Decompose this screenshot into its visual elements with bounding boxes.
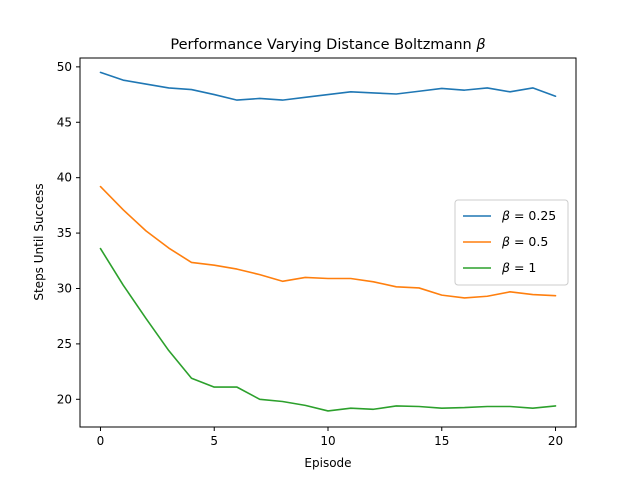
legend-label: β = 1	[501, 260, 536, 275]
chart-title: Performance Varying Distance Boltzmann β	[170, 37, 485, 53]
y-tick-label: 40	[57, 171, 72, 185]
x-tick-label: 15	[434, 434, 449, 448]
y-tick-label: 30	[57, 281, 72, 295]
y-tick-label: 45	[57, 115, 72, 129]
y-axis-label: Steps Until Success	[32, 183, 46, 300]
x-tick-label: 5	[210, 434, 218, 448]
y-tick-label: 35	[57, 226, 72, 240]
ticks-layer: 0 5 10 15 20 20 25 30 35 40 45 50	[57, 60, 563, 448]
x-tick-label: 0	[97, 434, 105, 448]
legend-box	[454, 199, 569, 286]
legend-label: β = 0.5	[501, 234, 548, 249]
y-tick-label: 25	[57, 337, 72, 351]
x-axis-label: Episode	[304, 456, 351, 470]
series-line	[99, 185, 557, 299]
x-tick-label: 20	[548, 434, 563, 448]
y-tick-label: 20	[57, 392, 72, 406]
y-tick-label: 50	[57, 60, 72, 74]
series-line	[99, 71, 557, 101]
series-line	[99, 247, 557, 412]
series-layer	[99, 71, 557, 412]
x-tick-label: 10	[320, 434, 335, 448]
legend: β = 0.25 β = 0.5 β = 1	[454, 199, 569, 286]
legend-label: β = 0.25	[501, 208, 556, 223]
